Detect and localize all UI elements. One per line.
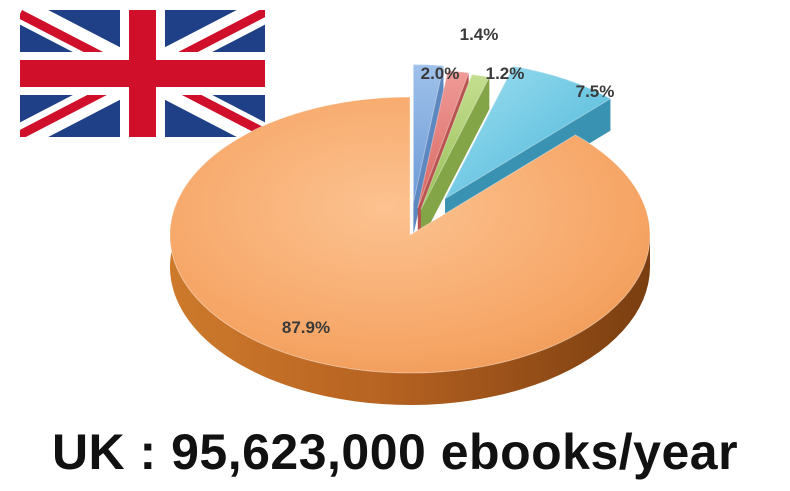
pie-slice-side [420,74,490,242]
union-jack-flag-icon [20,10,265,137]
pie-label-3: 1.2% [486,64,525,83]
chart-caption: UK : 95,623,000 ebooks/year [51,424,739,480]
pie-slice-3 [420,74,491,242]
pie-chart [169,64,651,405]
pie-labels: 2.0% 1.4% 1.2% 7.5% 87.9% [282,25,614,337]
pie-slice-1 [412,64,445,235]
pie-label-5: 87.9% [282,318,330,337]
pie-label-2: 1.4% [460,25,499,44]
pie-slice-top [417,70,470,208]
pie-label-1: 2.0% [421,64,460,83]
pie-slice-top [420,74,491,210]
pie-slice-5 [169,96,651,405]
pie-slice-top [443,65,612,200]
pie-slice-top [169,96,651,374]
pie-label-4: 7.5% [576,82,615,101]
pie-slice-top [412,64,445,203]
